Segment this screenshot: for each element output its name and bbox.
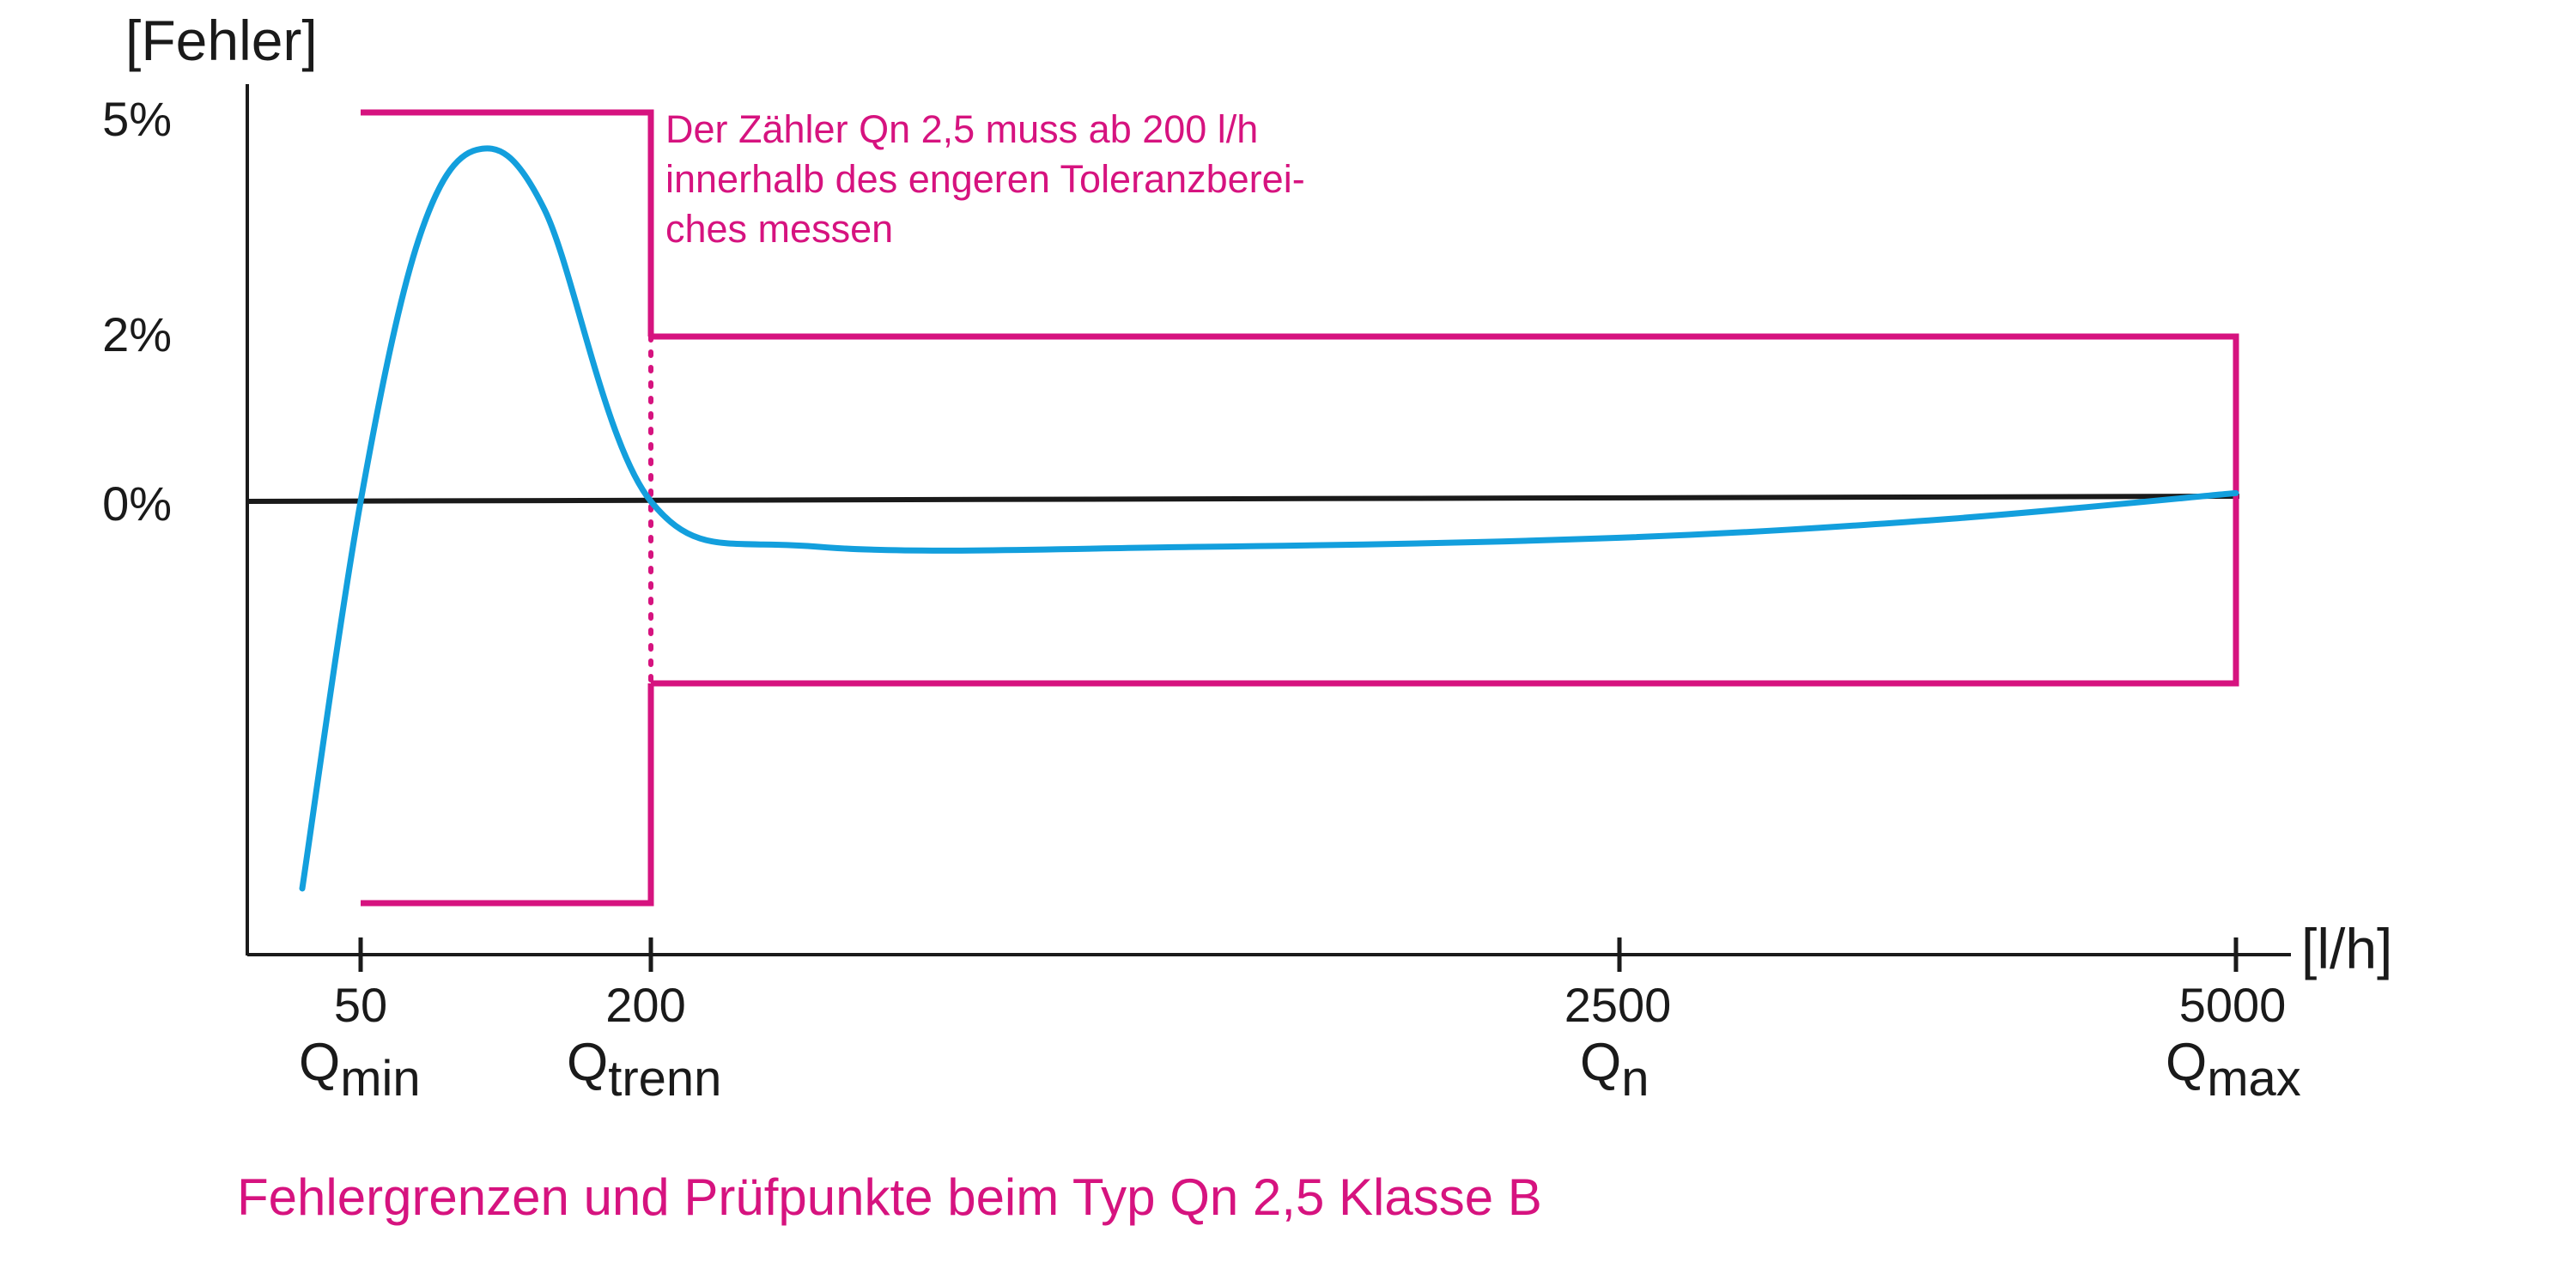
low-range-upper-limit <box>361 109 654 337</box>
y-tick-label-2: 2% <box>102 307 172 361</box>
flow-designations: Qmin Qtrenn Qn Qmax <box>299 1033 2301 1107</box>
q-max-label: Qmax <box>2166 1033 2301 1107</box>
y-tick-label-0: 0% <box>102 476 172 531</box>
x-tick-label-2500: 2500 <box>1564 978 1672 1032</box>
x-tick-labels: 50 200 2500 5000 <box>334 978 2286 1032</box>
chart-caption: Fehlergrenzen und Prüfpunkte beim Typ Qn… <box>237 1168 1542 1226</box>
y-axis-label: [Fehler] <box>125 9 318 72</box>
x-ticks <box>358 937 2239 972</box>
q-n-label: Qn <box>1580 1033 1649 1107</box>
error-curve <box>299 145 2239 892</box>
q-max-main: Q <box>2166 1033 2207 1092</box>
annotation: Der Zähler Qn 2,5 muss ab 200 l/h innerh… <box>665 107 1305 251</box>
q-trenn-main: Q <box>567 1033 608 1092</box>
y-tick-label-5: 5% <box>102 92 172 146</box>
annotation-line-2: innerhalb des engeren Toleranzberei- <box>665 157 1305 201</box>
q-min-sub: min <box>340 1051 420 1107</box>
zero-line <box>246 494 2240 504</box>
tolerance-limits <box>361 109 2239 907</box>
y-tick-labels: 5% 2% 0% <box>102 92 172 531</box>
q-min-main: Q <box>299 1033 340 1092</box>
axes <box>246 84 2291 956</box>
q-n-sub: n <box>1621 1051 1649 1107</box>
q-trenn-sub: trenn <box>608 1051 721 1107</box>
annotation-line-1: Der Zähler Qn 2,5 muss ab 200 l/h <box>665 107 1258 151</box>
q-n-main: Q <box>1580 1033 1621 1092</box>
q-min-label: Qmin <box>299 1033 421 1107</box>
annotation-line-3: ches messen <box>665 207 893 251</box>
x-tick-label-5000: 5000 <box>2179 978 2287 1032</box>
x-tick-label-200: 200 <box>605 978 685 1032</box>
x-axis-label: [l/h] <box>2301 917 2392 980</box>
q-trenn-label: Qtrenn <box>567 1033 721 1107</box>
high-range-limit-box <box>651 333 2239 687</box>
low-range-lower-limit <box>361 683 654 907</box>
q-max-sub: max <box>2207 1051 2301 1107</box>
x-tick-label-50: 50 <box>334 978 387 1032</box>
